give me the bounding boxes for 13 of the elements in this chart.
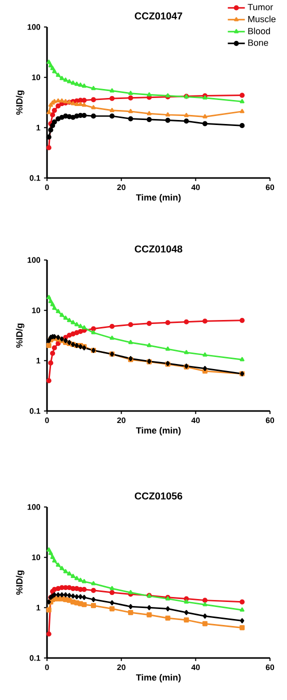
x-axis-title: Time (min)	[136, 194, 181, 202]
x-axis-title: Time (min)	[136, 426, 181, 436]
x-axis-title: Time (min)	[136, 674, 181, 682]
legend-label: Blood	[248, 28, 270, 34]
y-axis-title: %ID/g	[16, 90, 24, 115]
chart-title: CCZ01048	[134, 245, 182, 252]
chart-title: CCZ01056	[134, 492, 182, 500]
legend-label: Muscle	[248, 16, 276, 22]
y-axis-title: %ID/g	[16, 570, 24, 595]
chart-title: CCZ01047	[134, 12, 182, 20]
legend-label: Bone	[248, 40, 268, 46]
legend-label: Tumor	[248, 4, 273, 10]
y-axis-title: %ID/g	[16, 324, 24, 348]
